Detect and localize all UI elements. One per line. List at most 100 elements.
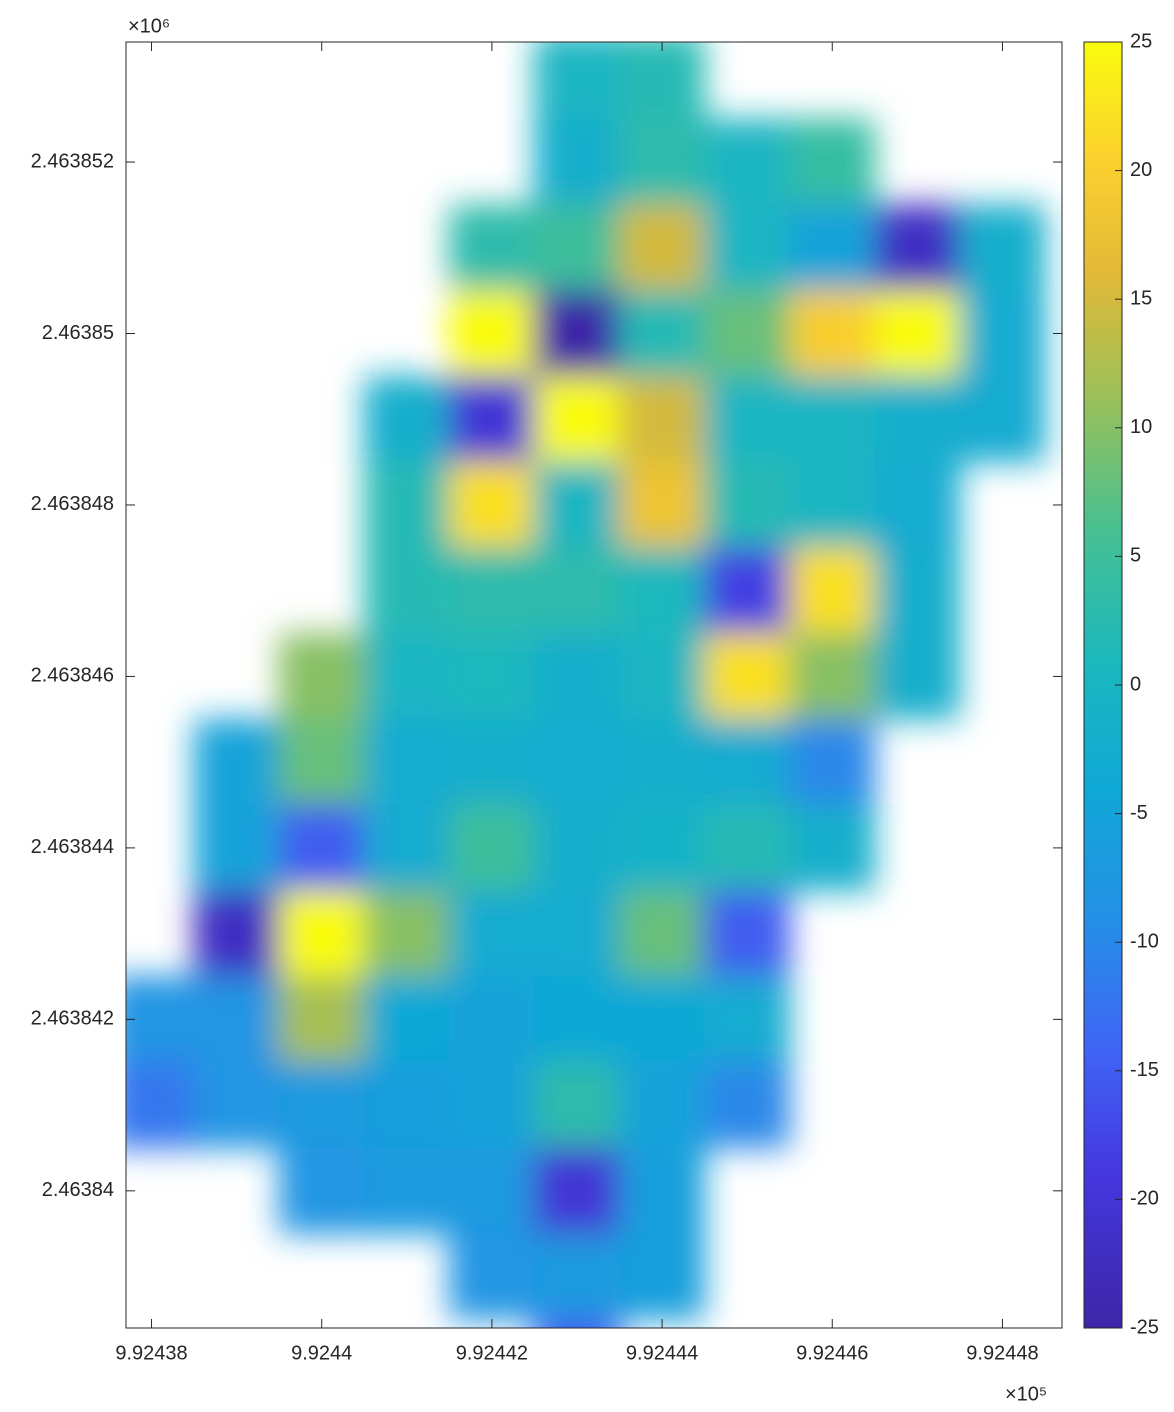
cell bbox=[278, 975, 365, 1063]
cell bbox=[533, 118, 621, 206]
cell bbox=[193, 804, 280, 892]
cell bbox=[448, 1061, 535, 1149]
cell bbox=[704, 375, 791, 463]
y-tick-label: 2.46385 bbox=[42, 322, 114, 344]
cell bbox=[533, 204, 621, 292]
cell bbox=[363, 975, 450, 1063]
cell bbox=[193, 890, 280, 977]
cell bbox=[193, 975, 280, 1063]
cell bbox=[789, 118, 876, 206]
cell bbox=[448, 1233, 535, 1320]
cell bbox=[533, 461, 621, 549]
cell bbox=[619, 42, 706, 120]
cell bbox=[619, 718, 706, 806]
cell bbox=[874, 547, 961, 635]
cell bbox=[533, 890, 621, 977]
colorbar-tick-label: 5 bbox=[1130, 545, 1141, 567]
cell bbox=[448, 204, 535, 292]
cell bbox=[533, 290, 621, 377]
cell bbox=[704, 890, 791, 977]
cell bbox=[448, 290, 535, 377]
heatmap bbox=[126, 42, 1046, 1328]
cell bbox=[363, 718, 450, 806]
colorbar-tick-label: 20 bbox=[1130, 159, 1152, 181]
cell bbox=[448, 1147, 535, 1235]
y-multiplier: ×10⁶ bbox=[128, 15, 170, 37]
cell bbox=[363, 890, 450, 977]
cell bbox=[533, 633, 621, 720]
cell bbox=[704, 204, 791, 292]
colorbar-tick-label: 0 bbox=[1130, 673, 1141, 695]
cell bbox=[619, 461, 706, 549]
colorbar-tick-label: -10 bbox=[1130, 930, 1159, 952]
cell bbox=[619, 890, 706, 977]
y-tick-label: 2.46384 bbox=[42, 1179, 114, 1201]
cell bbox=[363, 461, 450, 549]
cell bbox=[704, 547, 791, 635]
cell bbox=[619, 975, 706, 1063]
cell bbox=[874, 204, 961, 292]
cell bbox=[704, 461, 791, 549]
cell bbox=[126, 1061, 195, 1149]
cell bbox=[619, 804, 706, 892]
cell bbox=[533, 975, 621, 1063]
colorbar-tick-label: -20 bbox=[1130, 1188, 1159, 1210]
axes-box bbox=[125, 41, 1063, 1329]
cell bbox=[448, 375, 535, 463]
x-tick-label: 9.9244 bbox=[291, 1342, 352, 1364]
cell bbox=[278, 890, 365, 977]
cell bbox=[533, 42, 621, 120]
cell bbox=[704, 118, 791, 206]
cell bbox=[789, 804, 876, 892]
cell bbox=[533, 547, 621, 635]
cell bbox=[448, 547, 535, 635]
cell bbox=[278, 718, 365, 806]
cell bbox=[959, 204, 1046, 292]
cell bbox=[278, 1147, 365, 1235]
colorbar-tick-label: -5 bbox=[1130, 802, 1148, 824]
colorbar-tick-label: -15 bbox=[1130, 1059, 1159, 1081]
cell bbox=[448, 633, 535, 720]
x-multiplier: ×10⁵ bbox=[1005, 1383, 1047, 1405]
cell bbox=[619, 204, 706, 292]
cell bbox=[874, 461, 961, 549]
cell bbox=[789, 461, 876, 549]
cell bbox=[363, 1061, 450, 1149]
plot-area bbox=[126, 42, 1046, 1328]
y-tick-label: 2.463844 bbox=[31, 836, 114, 858]
cell bbox=[448, 890, 535, 977]
cell bbox=[789, 290, 876, 377]
cell bbox=[278, 804, 365, 892]
y-tick-label: 2.463842 bbox=[31, 1008, 114, 1030]
cell bbox=[363, 547, 450, 635]
cell bbox=[193, 718, 280, 806]
cell bbox=[533, 804, 621, 892]
cell bbox=[126, 975, 195, 1063]
cell bbox=[704, 975, 791, 1063]
cell bbox=[789, 718, 876, 806]
y-tick-label: 2.463846 bbox=[31, 665, 114, 687]
cell bbox=[959, 375, 1046, 463]
cell bbox=[448, 975, 535, 1063]
cell bbox=[619, 290, 706, 377]
cell bbox=[704, 718, 791, 806]
cell bbox=[278, 633, 365, 720]
colorbar-tick-label: 25 bbox=[1130, 30, 1152, 52]
cell bbox=[363, 633, 450, 720]
cell bbox=[533, 718, 621, 806]
x-tick-label: 9.92438 bbox=[115, 1342, 187, 1364]
colorbar-tick-label: -25 bbox=[1130, 1316, 1159, 1338]
y-tick-label: 2.463852 bbox=[31, 150, 114, 172]
cell bbox=[448, 461, 535, 549]
cell bbox=[278, 1061, 365, 1149]
y-tick-label: 2.463848 bbox=[31, 493, 114, 515]
cell bbox=[448, 718, 535, 806]
cell bbox=[619, 633, 706, 720]
cell bbox=[533, 1233, 621, 1320]
x-tick-label: 9.92448 bbox=[966, 1342, 1038, 1364]
cell bbox=[704, 633, 791, 720]
cell bbox=[619, 375, 706, 463]
cell bbox=[704, 804, 791, 892]
cell bbox=[619, 1233, 706, 1320]
